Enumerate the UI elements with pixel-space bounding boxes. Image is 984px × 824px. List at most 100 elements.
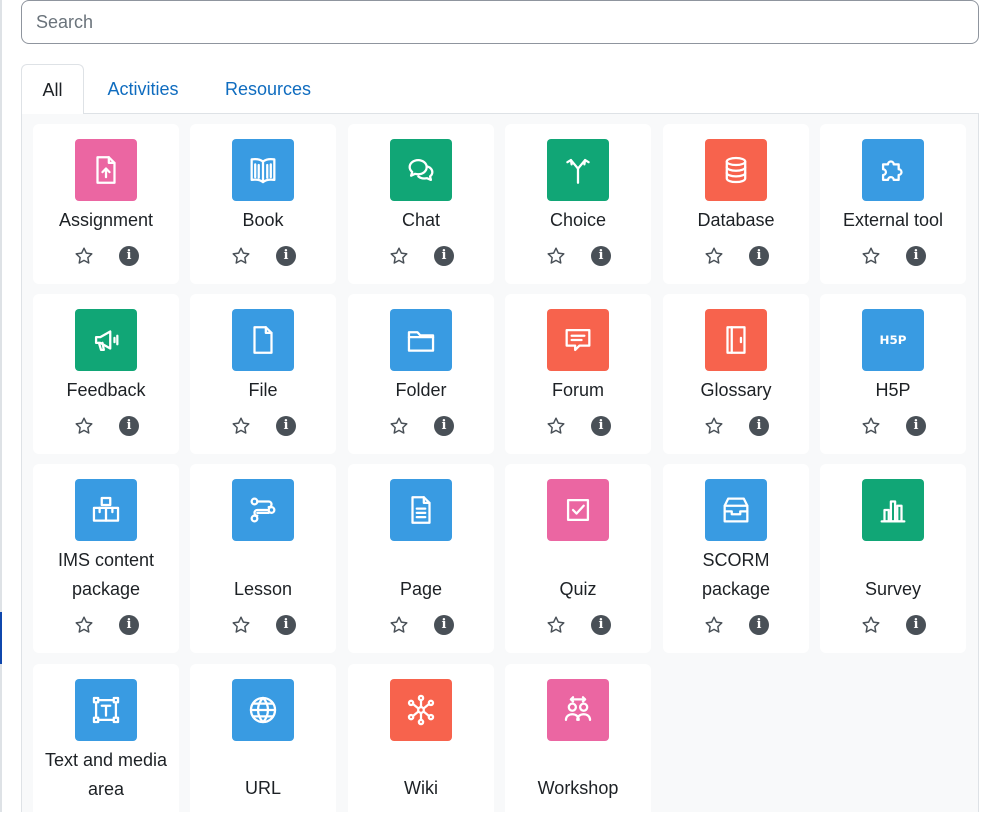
star-icon[interactable] — [73, 245, 95, 267]
module-icon-tile — [75, 139, 137, 201]
info-icon[interactable]: i — [906, 246, 926, 266]
info-icon[interactable]: i — [434, 615, 454, 635]
h5p-icon: H5P — [876, 323, 910, 357]
module-card-glossary[interactable]: Glossary i — [663, 294, 809, 454]
megaphone-icon — [89, 323, 123, 357]
module-name: File — [248, 380, 278, 400]
left-edge — [0, 0, 2, 812]
star-icon[interactable] — [860, 245, 882, 267]
info-icon[interactable]: i — [749, 416, 769, 436]
info-icon[interactable]: i — [906, 615, 926, 635]
star-icon[interactable] — [703, 614, 725, 636]
module-name: Forum — [551, 380, 604, 400]
module-name: Assignment — [58, 210, 154, 230]
star-icon[interactable] — [545, 614, 567, 636]
module-icon-tile — [547, 679, 609, 741]
star-icon[interactable] — [230, 245, 252, 267]
module-name: Database — [697, 210, 775, 230]
module-name: SCORM package — [701, 550, 771, 599]
module-name: H5P — [875, 380, 911, 400]
module-name: Chat — [401, 210, 441, 230]
module-icon-tile: H5P — [862, 309, 924, 371]
module-card-forum[interactable]: Forum i — [505, 294, 651, 454]
module-icon-tile — [75, 479, 137, 541]
ims-package-icon — [89, 493, 123, 527]
tab-resources[interactable]: Resources — [224, 79, 312, 99]
info-icon[interactable]: i — [434, 416, 454, 436]
module-icon-tile — [75, 679, 137, 741]
star-icon[interactable] — [545, 415, 567, 437]
star-icon[interactable] — [73, 614, 95, 636]
module-card-scorm-package[interactable]: SCORM package i — [663, 464, 809, 653]
star-icon[interactable] — [230, 614, 252, 636]
database-icon — [719, 153, 753, 187]
module-name: IMS content package — [57, 550, 155, 599]
info-icon[interactable]: i — [906, 416, 926, 436]
star-icon[interactable] — [73, 415, 95, 437]
module-card-external-tool[interactable]: External tool i — [820, 124, 966, 284]
module-card-feedback[interactable]: Feedback i — [33, 294, 179, 454]
module-card-chat[interactable]: Chat i — [348, 124, 494, 284]
workshop-icon — [561, 693, 595, 727]
star-icon[interactable] — [545, 245, 567, 267]
info-icon[interactable]: i — [119, 615, 139, 635]
star-icon[interactable] — [388, 415, 410, 437]
module-card-book[interactable]: Book i — [190, 124, 336, 284]
module-card-lesson[interactable]: Lesson i — [190, 464, 336, 653]
module-card-workshop[interactable]: Workshop — [505, 664, 651, 824]
info-icon[interactable]: i — [749, 615, 769, 635]
info-icon[interactable]: i — [276, 615, 296, 635]
info-icon[interactable]: i — [276, 246, 296, 266]
module-card-ims-content-package[interactable]: IMS content package i — [33, 464, 179, 653]
info-icon[interactable]: i — [591, 416, 611, 436]
module-icon-tile — [547, 479, 609, 541]
survey-icon — [876, 493, 910, 527]
forum-icon — [561, 323, 595, 357]
info-icon[interactable]: i — [591, 246, 611, 266]
module-card-survey[interactable]: Survey i — [820, 464, 966, 653]
search-box[interactable] — [21, 0, 979, 44]
module-name: Choice — [549, 210, 607, 230]
chat-icon — [404, 153, 438, 187]
info-icon[interactable]: i — [591, 615, 611, 635]
info-icon[interactable]: i — [119, 246, 139, 266]
module-card-file[interactable]: File i — [190, 294, 336, 454]
info-icon[interactable]: i — [119, 416, 139, 436]
module-name: Book — [242, 210, 284, 230]
module-name: Text and media area — [44, 750, 168, 799]
quiz-icon — [561, 493, 595, 527]
module-name: Survey — [864, 579, 922, 599]
info-icon[interactable]: i — [434, 246, 454, 266]
module-card-text-and-media-area[interactable]: Text and media area — [33, 664, 179, 824]
module-icon-tile — [862, 139, 924, 201]
star-icon[interactable] — [388, 245, 410, 267]
star-icon[interactable] — [860, 614, 882, 636]
tab-all[interactable]: All — [21, 64, 84, 115]
module-grid: Assignment i Book i Chat i Choice i Database i Ext… — [21, 114, 979, 824]
module-card-quiz[interactable]: Quiz i — [505, 464, 651, 653]
puzzle-icon — [876, 153, 910, 187]
star-icon[interactable] — [388, 614, 410, 636]
module-card-assignment[interactable]: Assignment i — [33, 124, 179, 284]
svg-text:H5P: H5P — [880, 333, 907, 347]
module-icon-tile — [390, 479, 452, 541]
star-icon[interactable] — [703, 245, 725, 267]
tab-activities[interactable]: Activities — [107, 79, 179, 99]
search-input[interactable] — [22, 1, 978, 43]
info-icon[interactable]: i — [276, 416, 296, 436]
module-card-page[interactable]: Page i — [348, 464, 494, 653]
module-card-database[interactable]: Database i — [663, 124, 809, 284]
folder-icon — [404, 323, 438, 357]
module-card-wiki[interactable]: Wiki — [348, 664, 494, 824]
info-icon[interactable]: i — [749, 246, 769, 266]
module-icon-tile — [547, 139, 609, 201]
module-card-choice[interactable]: Choice i — [505, 124, 651, 284]
module-icon-tile — [232, 139, 294, 201]
star-icon[interactable] — [703, 415, 725, 437]
module-card-h5p[interactable]: H5P H5P i — [820, 294, 966, 454]
module-card-url[interactable]: URL — [190, 664, 336, 824]
star-icon[interactable] — [860, 415, 882, 437]
assignment-icon — [89, 153, 123, 187]
module-card-folder[interactable]: Folder i — [348, 294, 494, 454]
star-icon[interactable] — [230, 415, 252, 437]
